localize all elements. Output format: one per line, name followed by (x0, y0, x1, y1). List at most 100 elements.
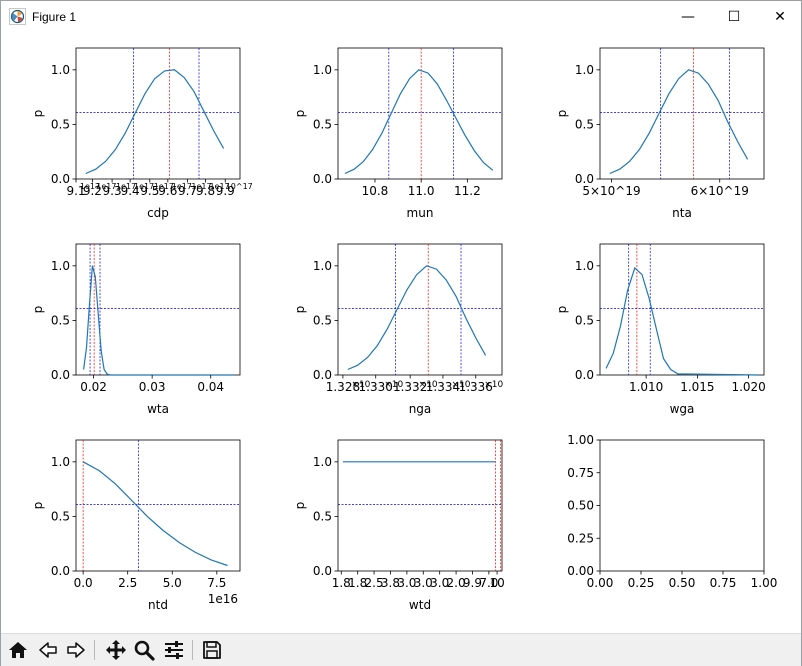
subplot-7-ytick-label: 0.5 (51, 509, 70, 523)
subplot-4-ytick-label: 0.0 (51, 368, 70, 382)
subplot-5-ylabel: p (293, 306, 307, 314)
subplot-1-xtick-label: 9.8 (196, 184, 215, 198)
subplot-1-xtick-label: 9.5 (140, 184, 159, 198)
subplot-5-series-line (347, 265, 487, 371)
subplot-1-xtick-label: 9.7 (178, 184, 197, 198)
title-bar[interactable]: Figure 1 — ☐ ✕ (1, 1, 801, 32)
subplot-4-ylabel: p (31, 306, 45, 314)
subplot-4-xtick-label: 0.02 (80, 380, 107, 394)
subplot-5-xtick-exponent: ×10 (384, 380, 403, 390)
arrow-right-icon (67, 642, 85, 658)
subplot-1-xtick-exponent: 1e17 (172, 182, 192, 191)
toolbar-separator (192, 640, 193, 660)
subplot-8-ytick-label: 1.0 (313, 455, 332, 469)
subplot-1-xtick-exponent: 1e17 (80, 182, 100, 191)
forward-button[interactable] (63, 638, 89, 662)
subplot-8-xtick-label: 3.0 (397, 576, 416, 590)
zoom-button[interactable] (131, 638, 157, 662)
subplot-1-xtick-exponent: 10^17 (226, 182, 253, 191)
subplot-8-xtick-label: 7.0 (479, 576, 498, 590)
subplot-8-axes-frame (337, 439, 503, 572)
subplot-5-xtick-label: 1.334 (426, 380, 460, 394)
subplot-4-xtick-label: 0.04 (197, 380, 224, 394)
subplot-4-ytick-label: 0.5 (51, 313, 70, 327)
minimize-button[interactable]: — (665, 1, 711, 32)
subplot-7-xtick-label: 2.5 (118, 576, 137, 590)
subplot-1-ytick-label: 0.5 (51, 117, 70, 131)
subplot-1-xlabel: cdp (147, 206, 169, 220)
configure-subplots-button[interactable] (161, 638, 187, 662)
subplot-8-ytick-label: 0.5 (313, 509, 332, 523)
subplot-6-ylabel: p (555, 306, 569, 314)
home-button[interactable] (5, 638, 31, 662)
subplot-3-ytick-label: 0.5 (575, 117, 594, 131)
move-icon (106, 640, 126, 660)
subplot-8-xtick-label: 3.8 (381, 576, 400, 590)
subplot-3-axes-frame (599, 47, 765, 180)
subplot-8-xtick-label: 3.0 (414, 576, 433, 590)
subplot-2-xtick-label: 10.8 (362, 184, 389, 198)
subplot-1-xtick-label: 9.3 (103, 184, 122, 198)
subplot-5-ytick-label: 0.5 (313, 313, 332, 327)
subplot-1-xtick-label: 9.2 (83, 184, 102, 198)
subplot-6-series-line (605, 266, 759, 376)
subplot-9-xtick-label: 0.75 (710, 576, 737, 590)
subplot-4-axes-frame (75, 243, 241, 376)
subplot-1-ytick-label: 1.0 (51, 63, 70, 77)
pan-button[interactable] (103, 638, 129, 662)
subplot-7-xtick-label: 5.0 (163, 576, 182, 590)
subplot-7-xtick-label: 0.0 (74, 576, 93, 590)
window-title: Figure 1 (32, 10, 77, 24)
subplot-5-xtick-label: 1.332 (393, 380, 427, 394)
subplot-5-ytick-label: 1.0 (313, 259, 332, 273)
subplot-5-xtick-exponent: ×10 (351, 380, 370, 390)
subplot-6-xlabel: wga (670, 402, 695, 416)
subplot-8-xtick-label: 10 (489, 576, 504, 590)
subplot-1-xtick-exponent: 1e17 (209, 182, 229, 191)
back-button[interactable] (35, 638, 61, 662)
subplot-1-xtick-label: 9.1 (66, 184, 85, 198)
subplot-2-axes-frame (337, 47, 503, 180)
subplot-5-axes-frame (337, 243, 503, 376)
subplot-1-xtick-exponent: 1e17 (96, 182, 116, 191)
save-button[interactable] (199, 638, 225, 662)
subplot-7-xlabel: ntd (148, 598, 168, 612)
subplot-4-xtick-label: 0.03 (139, 380, 166, 394)
subplot-3-xlabel: nta (672, 206, 692, 220)
subplot-6-xtick-label: 1.015 (680, 380, 714, 394)
arrow-left-icon (39, 642, 57, 658)
subplot-5-xtick-label: 1.336 (459, 380, 493, 394)
subplot-6-xtick-label: 1.020 (731, 380, 765, 394)
subplot-8-ylabel: p (293, 502, 307, 510)
toolbar-separator (94, 640, 95, 660)
subplot-3-ytick-label: 0.0 (575, 172, 594, 186)
subplot-8-xtick-label: 3.0 (430, 576, 449, 590)
subplot-2-xlabel: mun (407, 206, 434, 220)
subplot-1-xtick-exponent: 1e17 (154, 182, 174, 191)
figure-canvas[interactable]: 0.00.51.09.11e179.21e179.31e179.41e179.5… (1, 32, 801, 633)
subplot-9-xtick-label: 0.00 (587, 576, 614, 590)
matplotlib-logo-icon (9, 8, 26, 25)
subplot-6-ytick-label: 1.0 (575, 259, 594, 273)
subplot-5-xtick-exponent: ×10 (419, 380, 438, 390)
subplot-1-xtick-exponent: 1e17 (191, 182, 211, 191)
subplot-4-ytick-label: 1.0 (51, 259, 70, 273)
subplot-2-series-line (344, 69, 494, 175)
close-button[interactable]: ✕ (757, 1, 802, 32)
subplot-2-xtick-label: 11.0 (408, 184, 435, 198)
subplot-7-xtick-label: 7.5 (207, 576, 226, 590)
zoom-icon (134, 640, 155, 661)
subplot-5-xtick-exponent: ×10 (451, 380, 470, 390)
subplot-8-xtick-label: 2.5 (365, 576, 384, 590)
maximize-button[interactable]: ☐ (711, 1, 757, 32)
close-icon: ✕ (774, 8, 786, 25)
subplot-2-ytick-label: 1.0 (313, 63, 332, 77)
subplot-7-series-line (82, 461, 228, 567)
subplot-1-xtick-label: 9.9 (216, 184, 235, 198)
subplot-3-ytick-label: 1.0 (575, 63, 594, 77)
subplot-8-xlabel: wtd (409, 598, 431, 612)
subplot-8-xtick-label: 1.8 (348, 576, 367, 590)
subplot-2-ylabel: p (293, 110, 307, 118)
subplot-7-ytick-label: 1.0 (51, 455, 70, 469)
